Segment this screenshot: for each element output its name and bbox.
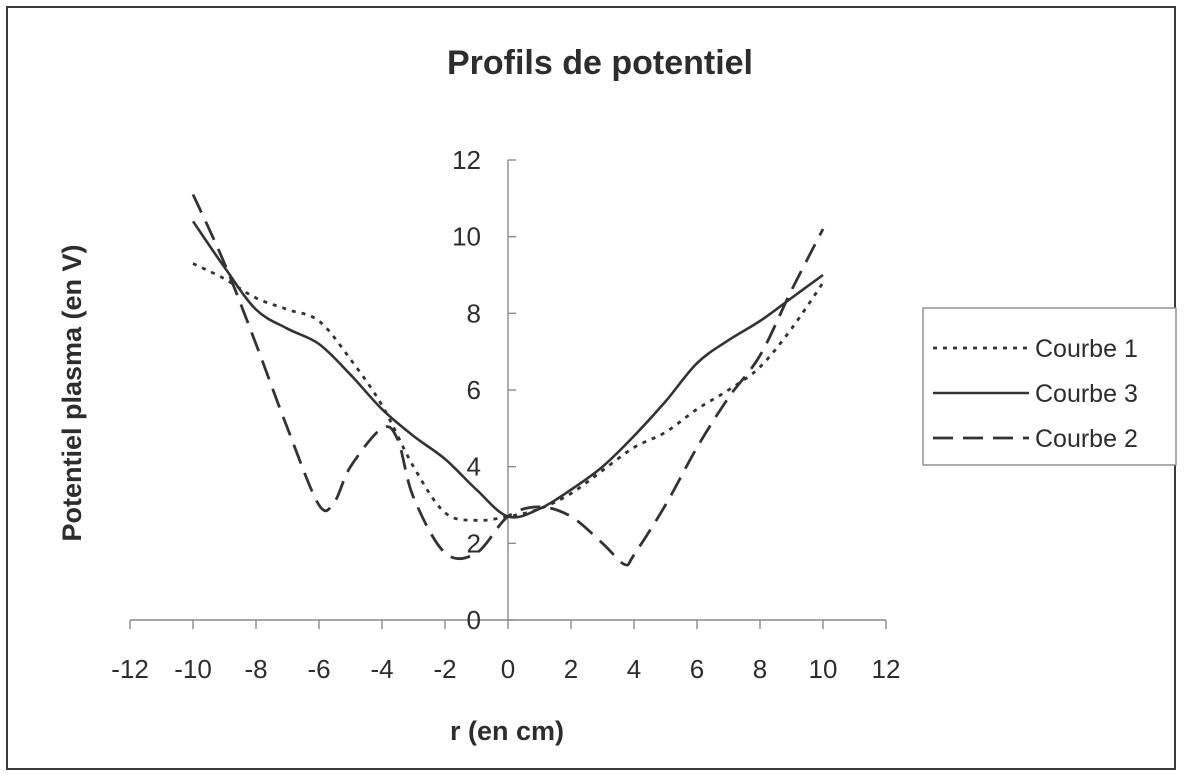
- series-lines: [191, 193, 825, 567]
- chart-legend: Courbe 1 Courbe 3 Courbe 2: [922, 307, 1177, 466]
- y-tick-label: 6: [467, 375, 481, 405]
- x-tick-label: 10: [809, 654, 838, 684]
- tick-labels: -12 -10 -8 -6 -4 -2 0 2 4 6 8 10 12 0 2 4 6 8 10 12: [111, 145, 900, 684]
- y-tick-label: 12: [452, 145, 481, 175]
- x-tick-label: 0: [501, 654, 515, 684]
- x-tick-label: 4: [627, 654, 641, 684]
- y-tick-label: 4: [467, 452, 481, 482]
- chart-axes: [129, 159, 887, 629]
- x-tick-label: -8: [244, 654, 267, 684]
- y-tick-label: 8: [467, 298, 481, 328]
- x-tick-label: 2: [564, 654, 578, 684]
- x-tick-label: -10: [174, 654, 212, 684]
- x-tick-label: -6: [307, 654, 330, 684]
- y-tick-label: 10: [452, 222, 481, 252]
- y-tick-label: 0: [467, 605, 481, 635]
- x-tick-label: 12: [872, 654, 901, 684]
- legend-label-courbe-1: Courbe 1: [1035, 335, 1138, 363]
- x-tick-label: 8: [753, 654, 767, 684]
- series-line-courbe-2: [191, 193, 825, 567]
- x-tick-label: -2: [433, 654, 456, 684]
- x-tick-label: 6: [690, 654, 704, 684]
- x-tick-label: -12: [111, 654, 149, 684]
- legend-label-courbe-2: Courbe 2: [1035, 425, 1138, 453]
- y-tick-label: 2: [467, 528, 481, 558]
- y-axis-label: Potentiel plasma (en V): [57, 244, 87, 541]
- chart-title: Profils de potentiel: [447, 44, 753, 82]
- x-axis-label: r (en cm): [450, 716, 564, 746]
- legend-label-courbe-3: Courbe 3: [1035, 380, 1138, 408]
- x-tick-label: -4: [370, 654, 393, 684]
